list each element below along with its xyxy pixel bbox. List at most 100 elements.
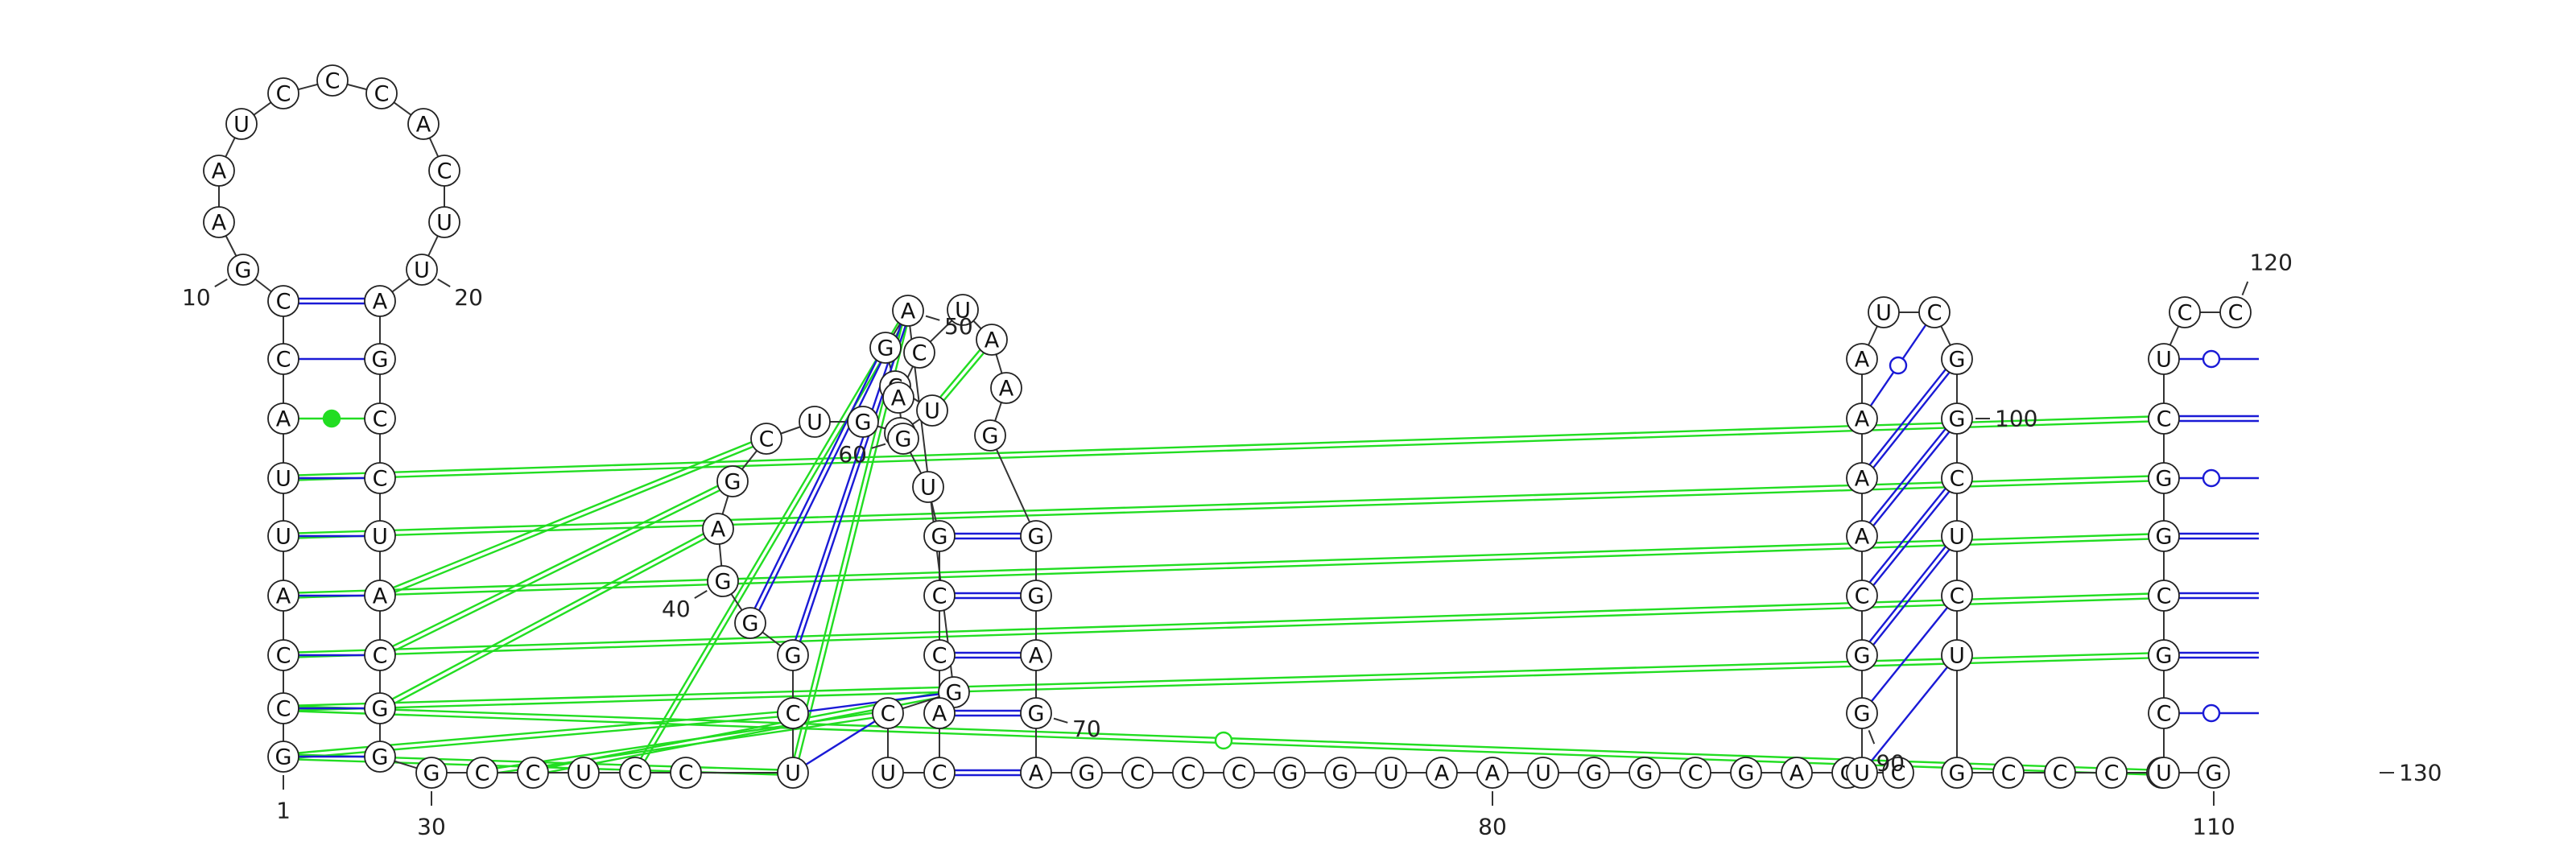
nucleotide-letter: G	[423, 761, 440, 786]
pseudoknot-pair-line	[636, 311, 911, 775]
nucleotide-letter: C	[628, 761, 643, 786]
nucleotide-letter: G	[2156, 467, 2173, 492]
nucleotide-letter: A	[276, 407, 291, 432]
nucleotide: G	[1274, 757, 1306, 789]
nucleotide-letter: U	[372, 525, 388, 550]
pseudoknot-pair-line	[378, 435, 766, 595]
nucleotide-letter: A	[932, 702, 947, 727]
pseudoknot-pair-line	[380, 530, 720, 712]
nucleotide-letter: A	[212, 211, 227, 236]
nucleotide-letter: U	[1876, 301, 1892, 326]
nucleotide: C	[923, 757, 956, 789]
nucleotide-letter: C	[786, 702, 801, 727]
nucleotide: G	[364, 343, 396, 375]
nucleotide-letter: C	[1181, 761, 1196, 786]
number-tick	[1053, 717, 1068, 724]
nucleotide-letter: C	[374, 82, 390, 107]
nucleotide: C	[1223, 757, 1255, 789]
position-number: 90	[1876, 750, 1905, 777]
nucleotide: C	[923, 580, 956, 612]
base-pair-line	[1859, 416, 1956, 535]
pseudoknot-pair-line	[283, 709, 793, 756]
nucleotide: G	[1846, 697, 1878, 729]
nucleotide: C	[1941, 462, 1973, 494]
wobble-pair-marker	[1889, 356, 1908, 375]
nucleotide: A	[990, 372, 1022, 404]
wobble-pair-marker	[2202, 703, 2221, 723]
nucleotide: C	[267, 285, 299, 317]
base-pair-line	[792, 691, 955, 715]
position-number: 1	[276, 798, 291, 824]
pseudoknot-pair-line	[283, 419, 2165, 482]
nucleotide: A	[976, 324, 1008, 356]
nucleotide-letter: G	[1854, 702, 1871, 727]
nucleotide: C	[2148, 580, 2180, 612]
backbone-layer	[218, 80, 2235, 774]
nucleotide-letter: A	[901, 299, 916, 324]
base-pair-line	[1863, 419, 1960, 538]
nucleotide: C	[364, 402, 396, 435]
nucleotide: C	[670, 757, 702, 789]
nucleotide: U	[267, 462, 299, 494]
nucleotide-letter: G	[372, 745, 389, 770]
nucleotide: C	[1172, 757, 1204, 789]
nucleotide-letter: C	[932, 644, 947, 669]
nucleotide: G	[2198, 757, 2230, 789]
nucleotide: C	[267, 343, 299, 375]
nucleotide-letter: U	[275, 467, 291, 492]
nucleotide: G	[716, 465, 749, 497]
base-pair-line	[792, 712, 889, 774]
position-number: 50	[944, 313, 973, 340]
nucleotide-letter: G	[1738, 761, 1755, 786]
nucleotide: U	[364, 520, 396, 552]
nucleotide-letter: U	[2156, 761, 2172, 786]
nucleotide: G	[887, 423, 919, 455]
nucleotide-letter: C	[276, 348, 291, 373]
base-pair-line	[1863, 479, 1960, 598]
nucleotide-letter: G	[275, 745, 292, 770]
nucleotide: C	[267, 77, 299, 109]
nucleotide-letter: G	[895, 427, 912, 452]
nucleotide-letter: A	[1855, 407, 1870, 432]
position-number: 110	[2192, 814, 2235, 840]
nucleotide: A	[1846, 402, 1878, 435]
nucleotide-letter: G	[1332, 761, 1349, 786]
nucleotide-letter: G	[1949, 761, 1966, 786]
nucleotide: U	[568, 757, 600, 789]
nucleotide: C	[267, 692, 299, 724]
nucleotide-letter: U	[920, 476, 936, 501]
nucleotide: G	[1941, 402, 1973, 435]
nucleotide: C	[2169, 296, 2201, 328]
nucleotide: G	[1020, 580, 1052, 612]
nucleotide-letter: U	[785, 761, 801, 786]
nucleotide: U	[1941, 639, 1973, 671]
nucleotide-letter: G	[742, 612, 759, 637]
nucleotide: G	[1324, 757, 1356, 789]
nucleotide-letter: C	[1130, 761, 1146, 786]
nucleotide-letter: G	[982, 424, 999, 449]
number-tick	[2241, 281, 2249, 296]
nucleotide: C	[1992, 757, 2025, 789]
nucleotide-letter: G	[715, 570, 732, 595]
nucleotide: A	[1020, 639, 1052, 671]
position-number: 30	[417, 814, 446, 840]
nucleotide-letter: C	[881, 702, 896, 727]
nucleotide-letter: C	[276, 644, 291, 669]
wobble-pair-marker	[2202, 468, 2221, 488]
nucleotide-letter: A	[373, 584, 388, 609]
nucleotide: G	[1578, 757, 1610, 789]
wobble-pair-marker	[322, 409, 341, 428]
nucleotide-letter: A	[1029, 644, 1044, 669]
nucleotide-letter: U	[1949, 525, 1965, 550]
nucleotide-letter: G	[877, 336, 894, 361]
nucleotide: C	[364, 639, 396, 671]
wobble-pair-marker	[2202, 349, 2221, 369]
base-pair-line	[1861, 595, 1958, 714]
base-pair-line	[1859, 476, 1956, 595]
nucleotide-letter: G	[1949, 407, 1966, 432]
nucleotide: U	[225, 108, 258, 140]
nucleotide-letter: C	[373, 644, 388, 669]
nucleotide: A	[702, 513, 734, 545]
nucleotide-letter: U	[2156, 348, 2172, 373]
